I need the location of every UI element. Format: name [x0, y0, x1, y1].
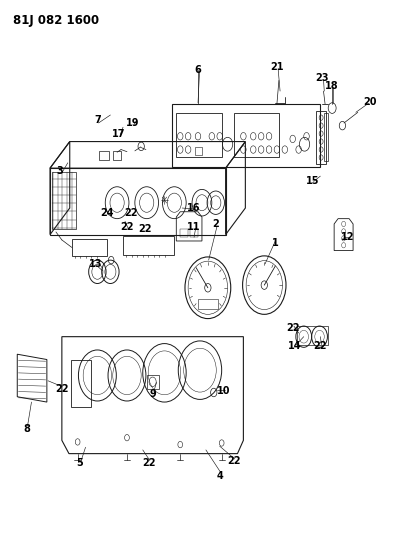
Text: 11: 11 [187, 222, 201, 232]
Text: 22: 22 [138, 224, 152, 235]
Bar [180, 229, 188, 237]
Bar [176, 114, 222, 157]
Text: 5: 5 [76, 458, 83, 468]
Text: 18: 18 [326, 81, 339, 91]
Text: 23: 23 [316, 73, 329, 83]
Text: 22: 22 [142, 458, 155, 468]
Bar [195, 147, 202, 155]
Bar [147, 375, 158, 389]
Text: 22: 22 [286, 322, 299, 333]
Bar [172, 104, 320, 166]
Text: 22: 22 [120, 222, 134, 232]
Text: 17: 17 [112, 128, 126, 139]
Text: 22: 22 [124, 208, 138, 219]
Text: 22: 22 [55, 384, 69, 394]
Text: 22: 22 [227, 456, 240, 465]
Text: 81J 082 1600: 81J 082 1600 [13, 14, 99, 27]
Bar [113, 151, 121, 160]
Text: 13: 13 [89, 259, 102, 269]
Text: 3: 3 [57, 166, 63, 176]
Text: 4: 4 [216, 472, 223, 481]
Bar [52, 172, 76, 229]
Bar [316, 111, 326, 164]
Bar [234, 114, 279, 157]
Text: 9: 9 [149, 389, 156, 399]
Text: 1: 1 [272, 238, 278, 247]
Text: 7: 7 [94, 115, 101, 125]
Text: 10: 10 [217, 386, 230, 397]
Bar [324, 114, 328, 161]
Text: 14: 14 [288, 341, 301, 351]
Text: 12: 12 [341, 232, 355, 243]
Bar [72, 239, 107, 256]
Bar [198, 300, 218, 309]
Text: 2: 2 [212, 219, 219, 229]
Bar [71, 360, 91, 407]
Text: 8: 8 [23, 424, 30, 434]
Text: 15: 15 [306, 176, 319, 187]
Text: 24: 24 [101, 208, 114, 219]
Text: 16: 16 [187, 203, 201, 213]
Text: 20: 20 [363, 96, 377, 107]
Bar [99, 151, 109, 160]
Text: 22: 22 [314, 341, 327, 351]
Bar [190, 229, 198, 237]
Text: 19: 19 [126, 118, 140, 128]
Text: 6: 6 [194, 65, 202, 75]
Bar [123, 236, 174, 255]
Text: 21: 21 [270, 62, 284, 72]
